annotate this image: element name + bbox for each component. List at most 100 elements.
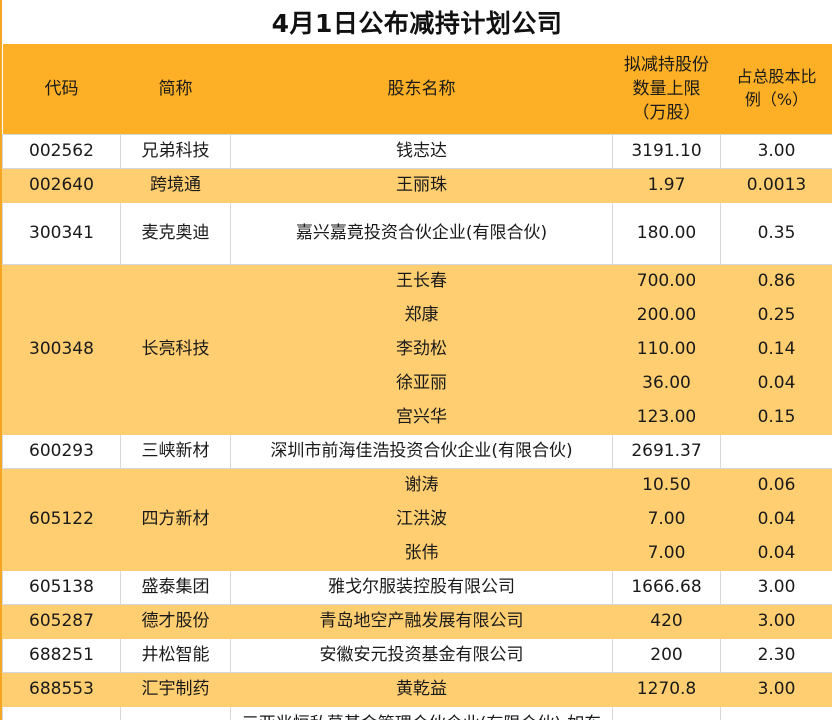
cell-percent: 0.35 (720, 201, 832, 265)
cell-percent: 2.00 (720, 705, 832, 720)
cell-code: 300341 (2, 201, 121, 265)
cell-percent: 0.14 (720, 331, 832, 367)
cell-holder: 安徽安元投资基金有限公司 (230, 637, 613, 673)
cell-percent: 3.00 (720, 569, 832, 605)
column-header-abbr: 简称 (120, 44, 231, 134)
cell-holder: 三亚兆恒私募基金管理合伙企业(有限合伙)-如东睿达股权投资基金合伙企业(有限合伙… (230, 705, 613, 720)
cell-code: 605287 (2, 603, 121, 639)
page-title: 4月1日公布减持计划公司 (271, 9, 563, 38)
cell-code: 835368 (2, 705, 121, 720)
cell-percent: 0.15 (720, 399, 832, 435)
column-header-amount-line2: 数量上限 (632, 78, 701, 99)
cell-abbr: 三峡新材 (120, 433, 231, 469)
cell-amount: 180.00 (612, 201, 721, 265)
header-row: 代码 简称 股东名称 拟减持股份 数量上限 （万股） 占总股本比 例（%） (2, 44, 832, 134)
cell-abbr: 盛泰集团 (120, 569, 231, 605)
cell-abbr: 跨境通 (120, 167, 231, 203)
cell-percent: 0.06 (720, 467, 832, 503)
table-row: 300341 麦克奥迪 嘉兴嘉竟投资合伙企业(有限合伙) 180.00 0.35 (2, 201, 832, 265)
cell-amount: 469.56 (612, 705, 721, 720)
cell-holder: 嘉兴嘉竟投资合伙企业(有限合伙) (230, 201, 613, 265)
cell-percent: 0.04 (720, 365, 832, 401)
table-row: 600293 三峡新材 深圳市前海佳浩投资合伙企业(有限合伙) 2691.37 (2, 433, 832, 469)
table-row: 张伟 7.00 0.04 (3, 535, 832, 571)
cell-percent: 0.25 (720, 297, 832, 333)
cell-holder: 钱志达 (230, 133, 613, 169)
table-row: 300348 长亮科技 王长春 700.00 0.86 (2, 263, 832, 435)
cell-holder: 王丽珠 (230, 167, 613, 203)
cell-abbr: 长亮科技 (120, 263, 231, 435)
table-row: 002640 跨境通 王丽珠 1.97 0.0013 (2, 167, 832, 203)
cell-holder: 郑康 (230, 297, 613, 333)
column-header-percent: 占总股本比 例（%） (720, 44, 832, 134)
cell-holder: 谢涛 (230, 467, 613, 503)
cell-amount: 700.00 (612, 263, 721, 299)
cell-percent: 2.30 (720, 637, 832, 673)
table-row: 605287 德才股份 青岛地空产融发展有限公司 420 3.00 (2, 603, 832, 639)
cell-holder: 王长春 (230, 263, 613, 299)
cell-percent: 3.00 (720, 603, 832, 639)
cell-code: 688553 (2, 671, 121, 707)
cell-holder: 深圳市前海佳浩投资合伙企业(有限合伙) (230, 433, 613, 469)
cell-amount: 110.00 (612, 331, 721, 367)
cell-abbr: 德才股份 (120, 603, 231, 639)
cell-code: 605122 (2, 467, 121, 571)
cell-amount: 7.00 (612, 535, 721, 571)
cell-amount: 36.00 (612, 365, 721, 401)
column-header-holder: 股东名称 (230, 44, 613, 134)
cell-holder: 徐亚丽 (230, 365, 613, 401)
cell-holder: 雅戈尔服装控股有限公司 (230, 569, 613, 605)
holdings-reduction-table: 代码 简称 股东名称 拟减持股份 数量上限 （万股） 占总股本比 例（%） 00… (2, 44, 832, 720)
table-header: 代码 简称 股东名称 拟减持股份 数量上限 （万股） 占总股本比 例（%） (2, 44, 832, 134)
cell-percent: 0.04 (720, 501, 832, 537)
cell-amount: 1270.8 (612, 671, 721, 707)
cell-percent (720, 433, 832, 469)
page-title-bar: 4月1日公布减持计划公司 (2, 0, 832, 44)
cell-percent: 3.00 (720, 671, 832, 707)
cell-amount: 7.00 (612, 501, 721, 537)
table-row: 郑康 200.00 0.25 (3, 297, 832, 333)
cell-holder: 张伟 (230, 535, 613, 571)
cell-percent: 0.0013 (720, 167, 832, 203)
cell-holder: 黄乾益 (230, 671, 613, 707)
cell-code: 002640 (2, 167, 121, 203)
table-row: 605138 盛泰集团 雅戈尔服装控股有限公司 1666.68 3.00 (2, 569, 832, 605)
table-row: 宫兴华 123.00 0.15 (3, 399, 832, 435)
cell-amount: 420 (612, 603, 721, 639)
table-row: 江洪波 7.00 0.04 (3, 501, 832, 537)
cell-amount: 2691.37 (612, 433, 721, 469)
cell-abbr: 四方新材 (120, 467, 231, 571)
cell-code: 300348 (2, 263, 121, 435)
cell-amount: 200.00 (612, 297, 721, 333)
cell-amount: 200 (612, 637, 721, 673)
cell-holder: 江洪波 (230, 501, 613, 537)
table-row: 李劲松 110.00 0.14 (3, 331, 832, 367)
cell-amount: 1.97 (612, 167, 721, 203)
cell-holder: 青岛地空产融发展有限公司 (230, 603, 613, 639)
cell-abbr: 麦克奥迪 (120, 201, 231, 265)
table-body: 002562 兄弟科技 钱志达 3191.10 3.00 002640 跨境通 … (2, 133, 832, 720)
cell-percent: 3.00 (720, 133, 832, 169)
cell-holder: 李劲松 (230, 331, 613, 367)
cell-amount: 10.50 (612, 467, 721, 503)
cell-percent: 0.04 (720, 535, 832, 571)
cell-holder: 宫兴华 (230, 399, 613, 435)
cell-code: 002562 (2, 133, 121, 169)
cell-code: 605138 (2, 569, 121, 605)
table-row: 688251 井松智能 安徽安元投资基金有限公司 200 2.30 (2, 637, 832, 673)
cell-percent: 0.86 (720, 263, 832, 299)
column-header-percent-line2: 例（%） (744, 89, 809, 109)
column-header-percent-line1: 占总股本比 (736, 67, 817, 87)
table-row: 605122 四方新材 谢涛 10.50 0.06 (2, 467, 832, 571)
table-row: 002562 兄弟科技 钱志达 3191.10 3.00 (2, 133, 832, 169)
column-header-code: 代码 (2, 44, 121, 134)
table-row: 688553 汇宇制药 黄乾益 1270.8 3.00 (2, 671, 832, 707)
table-row: 835368 连城数控 三亚兆恒私募基金管理合伙企业(有限合伙)-如东睿达股权投… (2, 705, 832, 720)
cell-abbr: 兄弟科技 (120, 133, 231, 169)
table-row: 徐亚丽 36.00 0.04 (3, 365, 832, 401)
column-header-amount: 拟减持股份 数量上限 （万股） (612, 44, 721, 134)
cell-abbr: 汇宇制药 (120, 671, 231, 707)
cell-abbr: 井松智能 (120, 637, 231, 673)
column-header-amount-line3: （万股） (632, 102, 701, 123)
